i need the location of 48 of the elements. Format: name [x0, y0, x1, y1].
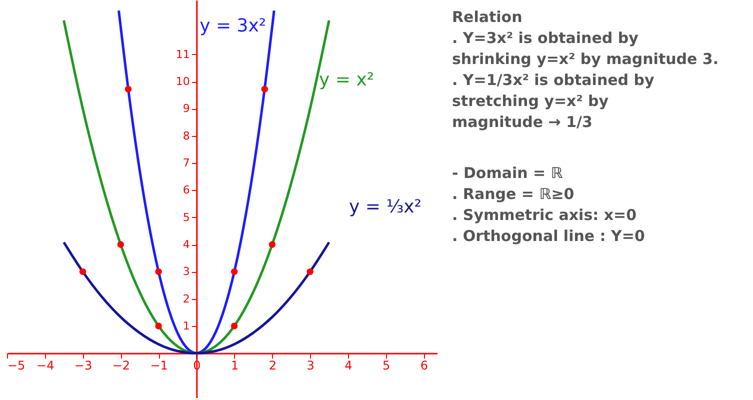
point: [306, 268, 314, 276]
point: [117, 241, 124, 248]
y-tick-label: 2: [182, 292, 190, 306]
text: . Range = ℝ≥0: [452, 185, 574, 203]
x-tick-label: −3: [74, 358, 92, 373]
series-label: y = ⅓x²: [349, 196, 422, 218]
x-tick-label: 5: [382, 358, 390, 373]
x-tick-label: −2: [112, 358, 130, 373]
text: stretching y=x² by: [452, 92, 609, 110]
text: Relation: [452, 8, 522, 26]
y-tick-label: 9: [182, 102, 190, 116]
line-series: [62, 19, 330, 354]
y-tick-label: 10: [176, 75, 190, 88]
y-tick-label: 7: [182, 156, 190, 170]
y-tick-label: 6: [182, 184, 190, 197]
point: [230, 322, 238, 330]
line-series: [62, 241, 330, 354]
point: [268, 241, 276, 248]
point: [261, 86, 268, 92]
series-label: y = x²: [319, 69, 374, 90]
point: [155, 322, 162, 330]
point: [124, 86, 132, 92]
x-tick-label: 1: [230, 358, 239, 373]
point: [79, 268, 86, 276]
y-tick-label: 8: [182, 129, 190, 142]
line-series: [118, 9, 276, 354]
x-tick-label: 4: [344, 358, 352, 373]
x-tick-label: −4: [36, 358, 54, 373]
point: [230, 268, 238, 276]
text: . Y=1/3x² is obtained by: [452, 71, 654, 89]
text: . Symmetric axis: x=0: [452, 206, 637, 224]
x-tick-label: 6: [420, 358, 428, 373]
text: . Orthogonal line : Y=0: [452, 227, 645, 245]
x-tick-label: 3: [306, 358, 314, 373]
text: magnitude → 1/3: [452, 113, 592, 131]
y-tick-label: 11: [176, 48, 190, 61]
text: shrinking y=x² by magnitude 3.: [452, 50, 719, 68]
y-tick-label: 3: [182, 265, 190, 278]
y-tick-label: 5: [182, 210, 190, 224]
x-tick-label: −1: [150, 358, 168, 373]
text: - Domain = ℝ: [452, 164, 563, 182]
x-tick-label: 2: [268, 358, 277, 373]
y-tick-label: 4: [182, 238, 190, 252]
x-tick-label: −5: [8, 358, 26, 373]
series-label: y = 3x²: [200, 16, 266, 37]
text: . Y=3x² is obtained by: [452, 29, 639, 47]
y-tick-label: 1: [182, 320, 190, 333]
point: [155, 268, 162, 276]
